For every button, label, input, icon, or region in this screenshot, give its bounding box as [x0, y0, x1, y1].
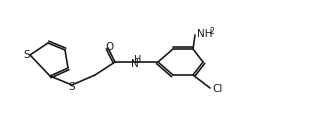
Text: N: N	[131, 59, 139, 69]
Text: Cl: Cl	[212, 84, 222, 94]
Text: NH: NH	[197, 29, 212, 39]
Text: S: S	[69, 82, 75, 92]
Text: S: S	[24, 50, 30, 60]
Text: H: H	[134, 55, 142, 65]
Text: 2: 2	[209, 28, 214, 36]
Text: O: O	[105, 42, 113, 52]
